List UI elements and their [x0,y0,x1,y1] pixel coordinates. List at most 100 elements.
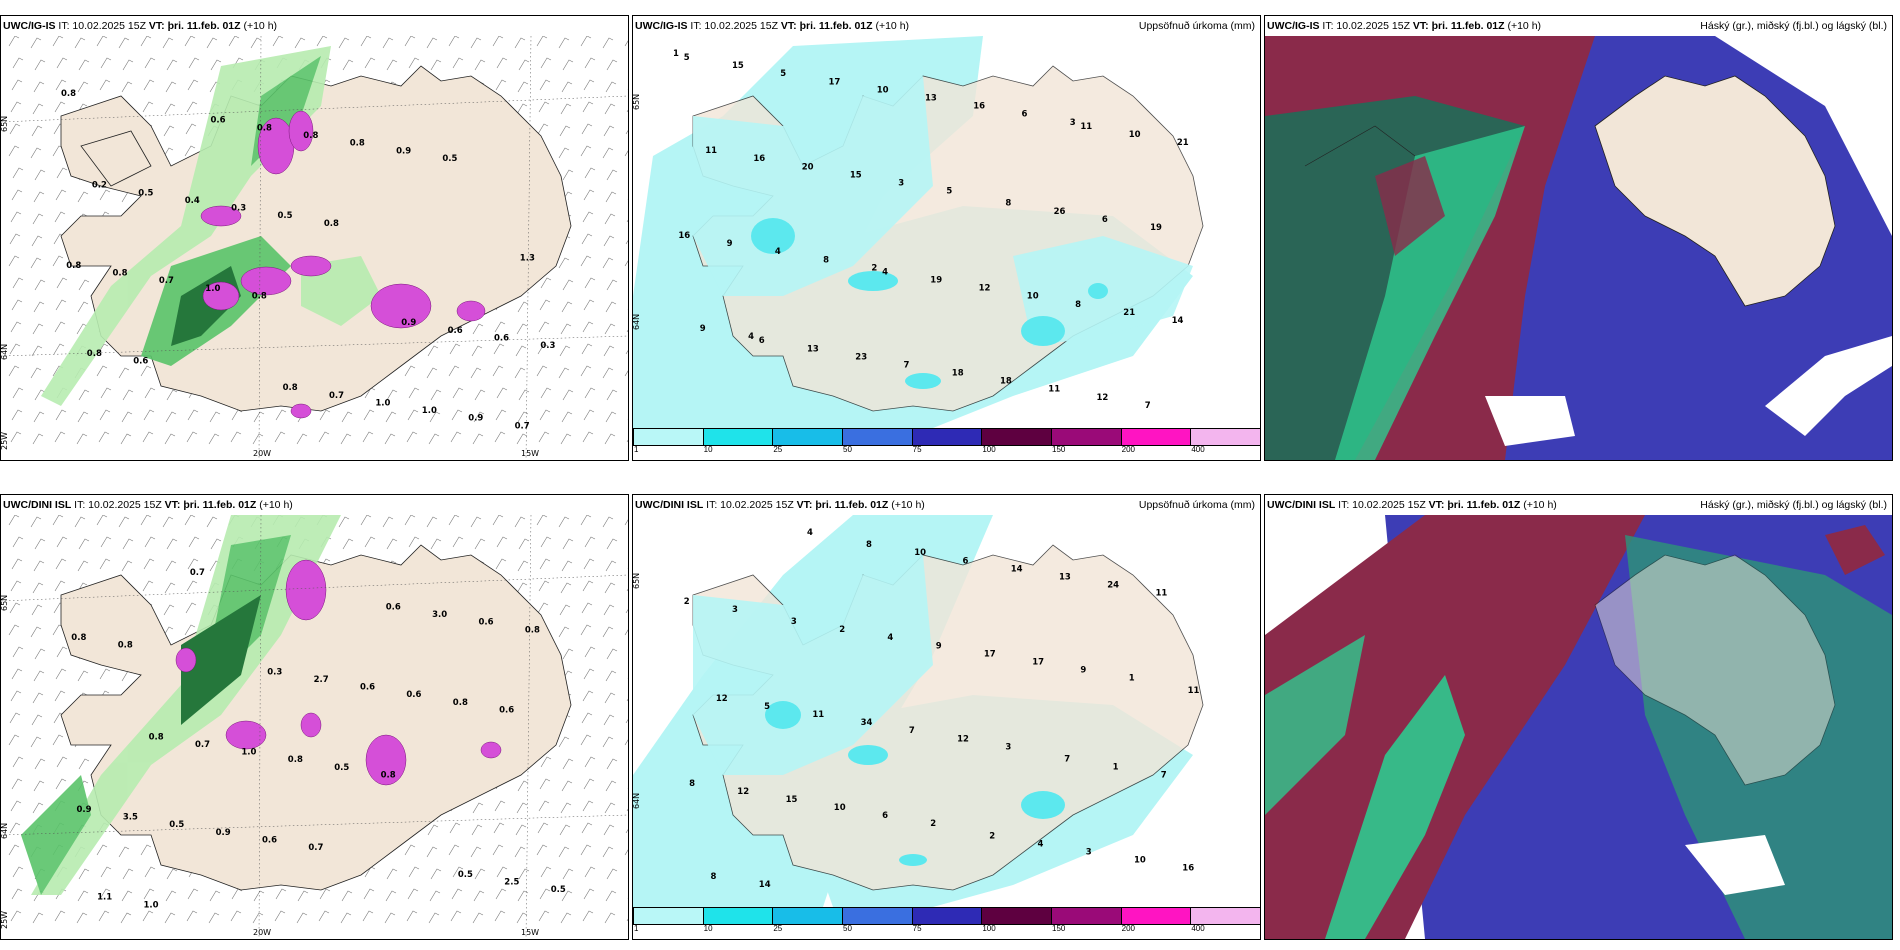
wind-barb [31,714,43,726]
value-label: 3.5 [123,813,138,823]
value-label: 1.3 [520,253,535,263]
wind-barb [98,431,110,443]
wind-barb [54,910,66,922]
value-label: 9 [936,641,942,651]
wind-barb [428,433,440,445]
precip-values: 3214326914121110178724151716341312910111… [684,528,1200,890]
value-label: 0.9 [216,828,231,838]
wind-barb [428,912,440,924]
wind-barb [604,213,616,225]
wind-barb [12,866,24,878]
value-label: 10 [834,803,846,813]
wind-barb [603,604,615,616]
wind-barb [562,648,574,660]
wind-map: 0.8 0.7 0.6 0.7 0.8 0.8 0.6 0.8 1.0 0.5 0.8 0.9 0.6 1… [1,515,628,939]
wind-barb [34,648,46,660]
wind-barb [581,123,593,135]
lat-label: 65N [633,573,641,589]
wind-barb [143,79,155,91]
wind-barb [77,191,89,203]
panel-header: UWC/DINI ISL IT: 10.02.2025 15Z VT: þri.… [1267,498,1889,512]
wind-barb [206,516,218,528]
wind-barb [143,888,155,900]
wind-barb [448,844,460,856]
wind-barb [338,37,350,49]
value-label: 12 [737,787,749,797]
wind-barb [54,211,66,223]
value-label: 3 [791,617,797,627]
wind-barb [184,36,196,47]
wind-barb [34,389,46,401]
wind-barb [77,81,89,93]
value-label: 13 [925,94,937,104]
wind-barb [318,431,330,443]
value-label: 2.7 [314,675,329,685]
wind-barb [78,868,90,880]
value-label: 1 [673,49,679,59]
wind-barb [518,389,530,401]
value-label: 1.0 [375,398,390,408]
wind-barb [449,822,461,834]
value-label: 7 [1161,771,1167,781]
wind-barb [427,824,439,836]
colorbar-tick: 200 [1121,445,1136,454]
wind-barb [9,343,21,355]
wind-barb [450,431,462,443]
panel-cloud-row1: UWC/IG-IS IT: 10.02.2025 15Z VT: þri. 11… [1264,15,1893,461]
wind-barb [162,37,174,49]
wind-barb [517,81,529,93]
wind-barb [538,431,550,443]
wind-barb [604,802,616,814]
wind-barb [472,323,484,335]
wind-barb [605,780,617,792]
wind-barb [206,37,218,49]
wind-barb [122,538,134,550]
wind-barb [33,411,45,423]
value-label: 12 [1097,393,1109,403]
wind-barb [10,321,22,333]
value-label: 0.7 [308,843,323,853]
colorbar-cell [911,908,982,924]
wind-barb [516,912,528,924]
value-label: 0.6 [406,690,421,700]
wind-barb [606,169,618,181]
wind-barb [55,668,67,680]
value-label: 10 [1027,292,1039,302]
lon-label: 15W [521,449,539,458]
wind-barb [408,57,420,69]
colorbar-cell [1190,908,1260,924]
wind-barb [34,169,46,181]
wind-barb [584,536,596,548]
wind-barb [386,868,398,880]
wind-barb [605,890,617,902]
wind-barb [561,301,573,313]
wind-barb [514,37,526,49]
wind-barb [52,734,64,746]
wind-barb [492,844,504,856]
wind-barb [452,387,464,399]
wind-barb [407,409,419,421]
wind-barb [559,824,571,836]
lon-edge-label: 25W [1,911,9,929]
wind-barb [584,756,596,768]
colorbar-cell [702,908,773,924]
init-time: IT: 10.02.2025 15Z [58,20,146,32]
wind-barb [31,125,43,137]
colorbar-tick: 10 [703,924,713,933]
wind-barb [253,411,265,423]
wind-barb [406,431,418,443]
value-label: 0.8 [113,269,128,279]
colorbar-tick: 400 [1191,445,1205,454]
init-time: IT: 10.02.2025 15Z [706,499,794,511]
wind-barb [624,629,628,636]
wind-barb [140,36,152,47]
wind-barb [430,59,442,71]
lat-label: 64N [1,823,9,839]
value-label: 2.5 [504,877,519,887]
wind-barb [583,409,595,421]
wind-barb [142,580,154,592]
wind-barb [536,844,548,856]
wind-barb [208,433,220,445]
wind-barb [624,849,628,856]
wind-barb [10,431,22,443]
